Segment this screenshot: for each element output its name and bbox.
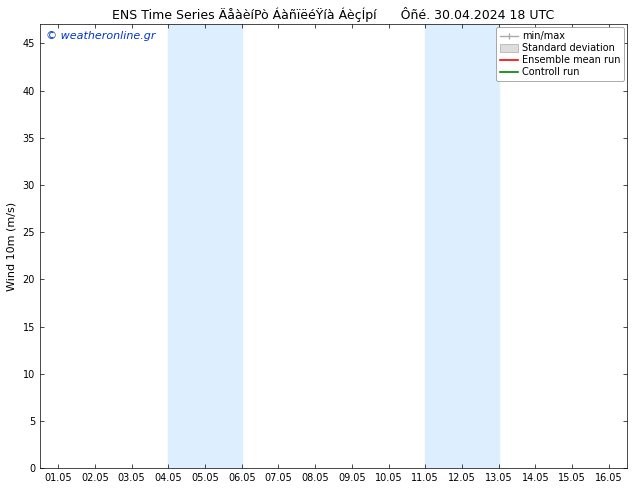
Y-axis label: Wind 10m (m/s): Wind 10m (m/s)	[7, 202, 17, 291]
Legend: min/max, Standard deviation, Ensemble mean run, Controll run: min/max, Standard deviation, Ensemble me…	[496, 27, 624, 81]
Bar	[425, 24, 498, 468]
Title: ENS Time Series ÄåàèíPò ÁàñïëéŸíà ÁèçÍpí      Ôñé. 30.04.2024 18 UTC: ENS Time Series ÄåàèíPò ÁàñïëéŸíà ÁèçÍpí…	[112, 7, 555, 22]
Text: © weatheronline.gr: © weatheronline.gr	[46, 31, 155, 41]
Bar	[168, 24, 242, 468]
